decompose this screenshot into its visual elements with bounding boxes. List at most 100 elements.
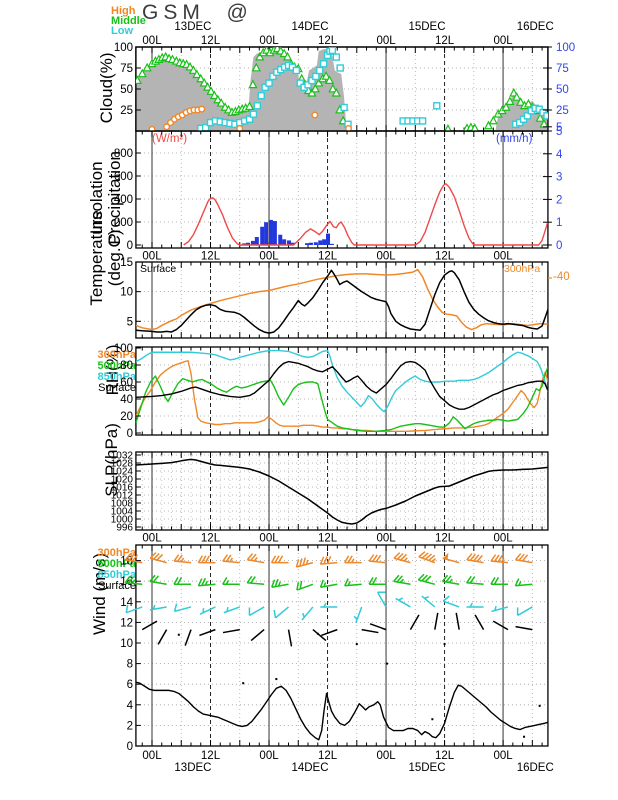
svg-text:1024: 1024 [111, 467, 134, 478]
wind-legend-surface: Surface [98, 580, 136, 592]
svg-text:10: 10 [120, 638, 133, 650]
svg-text:15: 15 [120, 257, 133, 269]
svg-text:00L: 00L [376, 533, 396, 545]
svg-text:00L: 00L [493, 35, 513, 47]
svg-text:1004: 1004 [111, 507, 134, 518]
svg-text:00L: 00L [142, 533, 162, 545]
svg-text:100: 100 [114, 343, 133, 355]
wind-legend-300: 300hPa [97, 547, 136, 559]
svg-text:1032: 1032 [111, 451, 134, 462]
svg-text:12L: 12L [201, 750, 221, 762]
svg-text:15DEC: 15DEC [408, 21, 445, 33]
svg-text:50: 50 [556, 84, 569, 96]
svg-text:16DEC: 16DEC [517, 21, 554, 33]
svg-text:800: 800 [114, 148, 133, 160]
svg-text:12L: 12L [201, 35, 221, 47]
svg-text:13DEC: 13DEC [174, 762, 211, 774]
svg-text:1: 1 [556, 217, 562, 229]
precip-unit-label: (mm/h) [496, 133, 533, 145]
wind-legend-850: 850hPa [97, 569, 136, 581]
svg-text:13DEC: 13DEC [174, 21, 211, 33]
svg-text:25: 25 [556, 105, 569, 117]
svg-text:12L: 12L [318, 251, 338, 263]
svg-text:1008: 1008 [111, 499, 134, 510]
svg-text:6: 6 [127, 679, 133, 691]
svg-text:00L: 00L [493, 533, 513, 545]
svg-text:75: 75 [556, 63, 569, 75]
svg-text:1012: 1012 [111, 491, 134, 502]
svg-text:60: 60 [120, 377, 133, 389]
legend-middle-cloud: Middle [111, 15, 146, 27]
svg-text:80: 80 [120, 360, 133, 372]
svg-text:12L: 12L [201, 533, 221, 545]
svg-text:996: 996 [116, 523, 133, 534]
rh-legend-300: 300hPa [97, 349, 136, 361]
svg-text:12L: 12L [318, 533, 338, 545]
svg-text:0: 0 [556, 240, 562, 252]
page-title: GSM @ [142, 1, 253, 24]
svg-text:00L: 00L [259, 35, 279, 47]
svg-text:16DEC: 16DEC [517, 762, 554, 774]
svg-text:600: 600 [114, 171, 133, 183]
svg-text:75: 75 [120, 63, 133, 75]
rh-legend-850: 850hPa [97, 371, 136, 383]
svg-text:12L: 12L [435, 533, 455, 545]
svg-text:5: 5 [127, 316, 133, 328]
svg-text:100: 100 [114, 42, 133, 54]
legend-low-cloud: Low [111, 25, 133, 37]
svg-text:1000: 1000 [111, 515, 134, 526]
temp-right-tick-label: -40 [553, 271, 570, 283]
svg-text:14DEC: 14DEC [291, 762, 328, 774]
svg-text:12L: 12L [435, 251, 455, 263]
svg-text:00L: 00L [142, 35, 162, 47]
svg-text:2: 2 [127, 720, 133, 732]
svg-text:00L: 00L [259, 750, 279, 762]
temp-300hpa-label: 300hPa [504, 263, 541, 275]
svg-text:10: 10 [120, 287, 133, 299]
svg-text:4: 4 [556, 149, 563, 161]
wind-legend-500: 500hPa [97, 558, 136, 570]
svg-text:12L: 12L [435, 750, 455, 762]
rh-legend-surface: Surface [98, 382, 136, 394]
svg-text:0: 0 [127, 240, 133, 252]
svg-text:3: 3 [556, 172, 562, 184]
temp-surface-label: Surface [140, 263, 177, 275]
svg-text:0: 0 [127, 428, 133, 440]
svg-text:00L: 00L [259, 251, 279, 263]
svg-text:1016: 1016 [111, 483, 134, 494]
svg-text:5: 5 [556, 126, 562, 138]
svg-text:1028: 1028 [111, 459, 134, 470]
svg-text:1020: 1020 [111, 475, 134, 486]
rh-legend-500: 500hPa [97, 360, 136, 372]
svg-text:8: 8 [127, 659, 133, 671]
svg-text:00L: 00L [493, 750, 513, 762]
svg-text:12L: 12L [435, 35, 455, 47]
svg-text:20: 20 [120, 411, 133, 423]
svg-text:00L: 00L [142, 750, 162, 762]
svg-text:50: 50 [120, 84, 133, 96]
svg-text:00L: 00L [376, 750, 396, 762]
svg-text:25: 25 [120, 105, 133, 117]
svg-text:00L: 00L [259, 533, 279, 545]
svg-text:200: 200 [114, 217, 133, 229]
svg-text:12: 12 [120, 617, 133, 629]
svg-text:100: 100 [556, 42, 575, 54]
svg-text:00L: 00L [142, 251, 162, 263]
svg-text:12L: 12L [318, 35, 338, 47]
svg-text:00L: 00L [376, 251, 396, 263]
svg-text:12L: 12L [201, 251, 221, 263]
legend-high-cloud: High [111, 5, 136, 17]
svg-text:0: 0 [127, 741, 133, 753]
svg-text:00L: 00L [493, 251, 513, 263]
svg-text:14: 14 [120, 597, 133, 609]
svg-text:40: 40 [120, 394, 133, 406]
svg-text:400: 400 [114, 194, 133, 206]
svg-text:14DEC: 14DEC [291, 21, 328, 33]
svg-text:4: 4 [127, 700, 134, 712]
svg-text:00L: 00L [376, 35, 396, 47]
svg-text:2: 2 [556, 194, 562, 206]
insolation-unit-label: (W/m²) [152, 133, 188, 145]
svg-text:15DEC: 15DEC [408, 762, 445, 774]
